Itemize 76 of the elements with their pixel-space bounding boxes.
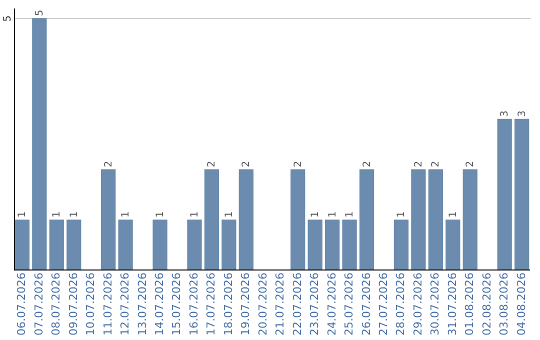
x-tick-label: 31.07.2026	[446, 272, 459, 336]
bar	[497, 118, 512, 270]
bar	[14, 220, 30, 270]
x-tick-label: 15.07.2026	[170, 272, 184, 336]
data-label: 1	[155, 211, 166, 218]
bar	[118, 220, 133, 270]
x-tick-label: 06.07.2026	[15, 272, 28, 336]
data-label: 1	[396, 211, 408, 218]
bar	[308, 220, 322, 270]
data-label: 1	[52, 211, 63, 218]
bar	[49, 220, 64, 270]
x-tick-label: 17.07.2026	[204, 272, 218, 336]
x-tick-label: 26.07.2026	[360, 272, 373, 336]
x-tick-label: 27.07.2026	[376, 272, 390, 336]
x-tick-label: 25.07.2026	[342, 272, 356, 336]
data-label: 1	[120, 211, 132, 218]
x-tick-label: 24.07.2026	[325, 272, 338, 336]
x-tick-label: 30.07.2026	[428, 272, 442, 336]
bar	[204, 169, 220, 270]
data-label: 2	[292, 160, 304, 168]
data-label: 1	[17, 211, 28, 218]
data-label: 2	[103, 160, 114, 168]
bar	[238, 169, 254, 270]
bar	[411, 169, 426, 270]
bar	[222, 220, 236, 270]
bar	[152, 220, 168, 270]
x-tick-label: 04.08.2026	[514, 272, 528, 336]
data-label: 2	[413, 160, 424, 168]
data-label: 1	[327, 211, 338, 218]
x-tick-label: 11.07.2026	[101, 272, 114, 336]
data-label: 1	[448, 211, 459, 218]
x-tick-label: 29.07.2026	[411, 272, 424, 336]
x-tick-label: 16.07.2026	[187, 272, 200, 336]
data-label: 1	[224, 211, 235, 218]
x-tick-label: 19.07.2026	[239, 272, 252, 336]
data-label: 1	[189, 211, 200, 218]
bar	[324, 220, 340, 270]
x-tick-label: 10.07.2026	[84, 272, 98, 336]
bar	[428, 169, 443, 270]
x-tick-label: 01.08.2026	[463, 272, 476, 336]
bar	[187, 220, 202, 270]
x-tick-label: 07.07.2026	[32, 272, 46, 336]
data-label: 2	[465, 160, 476, 168]
x-tick-label: 18.07.2026	[222, 272, 235, 336]
data-label: 1	[344, 211, 356, 218]
bar	[394, 220, 409, 270]
bar	[359, 169, 374, 270]
data-label: 1	[68, 211, 80, 218]
x-tick-label: 02.08.2026	[480, 272, 494, 336]
x-tick-label: 28.07.2026	[394, 272, 408, 336]
data-label: 2	[362, 160, 373, 168]
data-label: 3	[516, 110, 528, 117]
bar	[66, 220, 82, 270]
bar	[32, 18, 47, 270]
bar	[446, 220, 460, 270]
x-tick-label: 20.07.2026	[256, 272, 270, 336]
data-label: 2	[241, 160, 252, 168]
bar	[462, 169, 478, 270]
bar	[101, 169, 116, 270]
data-label: 3	[500, 110, 511, 117]
x-tick-label: 21.07.2026	[274, 272, 287, 336]
bar	[290, 169, 306, 270]
data-label: 1	[310, 211, 322, 218]
bar	[342, 220, 357, 270]
x-tick-label: 03.08.2026	[498, 272, 511, 336]
x-tick-label: 23.07.2026	[308, 272, 322, 336]
x-tick-label: 13.07.2026	[136, 272, 149, 336]
x-tick-label: 08.07.2026	[50, 272, 63, 336]
bar	[514, 118, 530, 270]
x-tick-label: 09.07.2026	[66, 272, 80, 336]
x-tick-label: 14.07.2026	[153, 272, 166, 336]
data-label: 2	[430, 160, 442, 168]
x-tick-label: 12.07.2026	[118, 272, 132, 336]
x-tick-label: 22.07.2026	[290, 272, 304, 336]
data-label: 2	[206, 160, 218, 168]
data-label: 5	[34, 10, 46, 16]
